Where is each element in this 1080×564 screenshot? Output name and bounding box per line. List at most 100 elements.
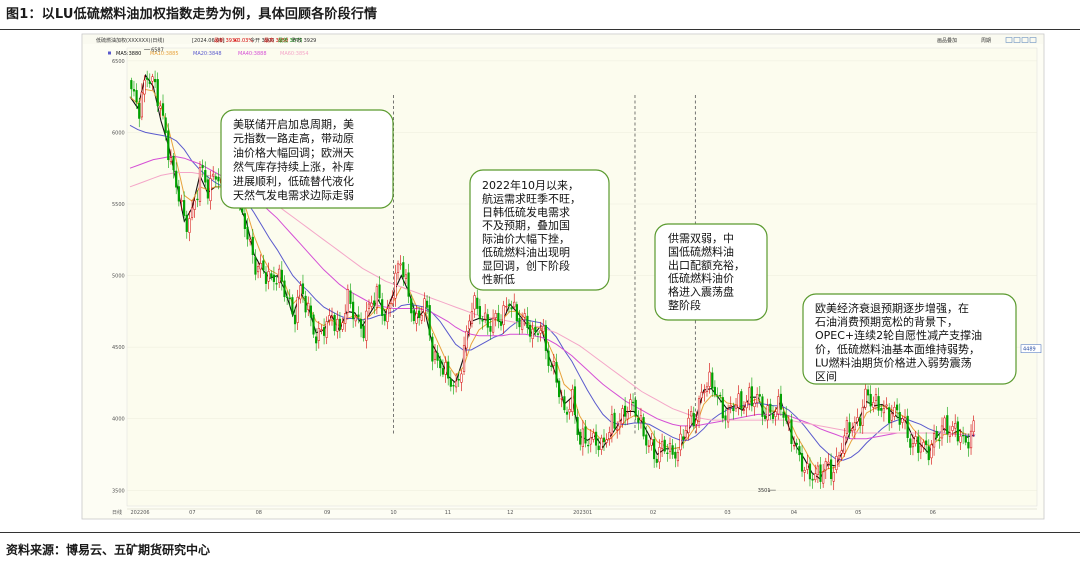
source-note: 资料来源：博易云、五矿期货研究中心 — [6, 543, 211, 557]
current-price-label: 4489 — [1023, 347, 1036, 353]
candle-down — [967, 441, 970, 449]
window-controls[interactable] — [1005, 37, 1037, 43]
candle-down — [402, 262, 405, 278]
candle-up — [375, 286, 378, 308]
candle-up — [697, 398, 701, 422]
candle-down — [724, 415, 727, 420]
candle-down — [896, 404, 899, 411]
candle-up — [523, 313, 526, 318]
candle-up — [959, 435, 962, 443]
candle-up — [462, 345, 466, 372]
candle-down — [153, 79, 157, 83]
candle-down — [597, 445, 600, 451]
toolbar-button[interactable]: 画品叠加 — [937, 37, 957, 44]
x-tick-label: 06 — [930, 510, 936, 516]
candle-up — [914, 436, 917, 444]
candle-down — [637, 417, 640, 423]
instrument-name[interactable]: 低硫燃油加权(XXXXXX)(日线) — [96, 37, 164, 44]
candle-up — [853, 422, 856, 431]
annotation-line: 进展顺利，低硫替代液化 — [233, 174, 354, 188]
maximize-icon[interactable] — [1021, 37, 1029, 43]
candle-up — [903, 417, 907, 421]
candle-down — [333, 314, 336, 332]
candle-down — [800, 453, 804, 472]
y-tick-label: 4500 — [112, 345, 125, 351]
candle-down — [631, 401, 635, 404]
close-icon[interactable] — [1029, 37, 1037, 43]
low-price-label: 3501 — [758, 488, 771, 494]
candle-down — [526, 315, 529, 328]
candle-down — [270, 273, 273, 278]
annotation-box — [220, 109, 394, 209]
toolbar-button[interactable]: 周期 — [981, 38, 991, 44]
candle-up — [890, 413, 893, 421]
candle-up — [542, 325, 545, 332]
candle-up — [742, 409, 746, 411]
candle-down — [497, 312, 500, 322]
candle-down — [761, 396, 764, 417]
candle-up — [745, 401, 748, 409]
candle-down — [938, 439, 941, 442]
candle-down — [528, 324, 532, 337]
y-tick-label: 5500 — [112, 202, 125, 208]
x-tick-label: 09 — [324, 510, 330, 516]
annotation-box — [654, 223, 768, 321]
toolbar-buttons[interactable]: 画品叠加 周期 — [937, 37, 991, 44]
candle-up — [737, 393, 740, 408]
candle-down — [682, 436, 685, 440]
candle-up — [690, 411, 693, 417]
candle-up — [774, 411, 777, 417]
candle-down — [452, 385, 455, 387]
candle-down — [254, 256, 257, 275]
y-tick-label: 6000 — [112, 130, 125, 136]
candle-down — [515, 304, 518, 322]
candle-down — [449, 378, 452, 387]
candle-up — [278, 268, 281, 283]
ma-legend-item: MA40:3888 — [238, 51, 267, 57]
candle-down — [301, 283, 305, 295]
candle-up — [885, 404, 888, 407]
ma-line-ma20 — [129, 124, 975, 461]
candle-up — [589, 437, 592, 445]
candle-up — [415, 313, 418, 324]
toolbar-info-item: 最低 3875 — [278, 37, 302, 44]
candle-down — [439, 359, 442, 369]
candle-down — [655, 458, 658, 463]
candle-up — [317, 328, 320, 341]
candle-up — [827, 461, 830, 464]
candle-down — [602, 437, 606, 443]
annotation-line: OPEC+连续2轮自愿性减产支撑油 — [815, 328, 982, 342]
candle-down — [457, 378, 460, 381]
candle-up — [367, 303, 371, 309]
candle-down — [286, 296, 289, 299]
candle-up — [330, 315, 334, 318]
candle-down — [925, 440, 928, 446]
candle-up — [320, 329, 323, 331]
candle-down — [135, 90, 138, 103]
candle-down — [935, 430, 938, 438]
candle-down — [594, 431, 598, 446]
candle-up — [386, 308, 389, 323]
candle-up — [940, 425, 944, 439]
candle-down — [312, 314, 315, 335]
candle-up — [845, 420, 849, 434]
candle-down — [177, 186, 180, 202]
candle-down — [634, 399, 637, 417]
candle-down — [352, 301, 355, 320]
candle-up — [748, 387, 751, 404]
candle-up — [396, 263, 400, 273]
candle-up — [650, 439, 653, 446]
candle-up — [494, 313, 497, 319]
candle-up — [861, 407, 864, 426]
legend-swatch-icon — [108, 51, 111, 55]
candle-up — [140, 91, 143, 118]
candlestick-chart: 低硫燃油加权(XXXXXX)(日线) [2024.06.06]最新 3930+0… — [81, 33, 1045, 520]
candle-up — [703, 391, 706, 393]
candle-up — [473, 295, 476, 310]
x-tick-label: 202206 — [131, 510, 150, 516]
candle-up — [610, 414, 614, 435]
minimize-icon[interactable] — [1005, 37, 1013, 43]
restore-icon[interactable] — [1013, 37, 1021, 43]
annotation-line: 性新低 — [482, 272, 515, 286]
candle-up — [370, 302, 373, 307]
